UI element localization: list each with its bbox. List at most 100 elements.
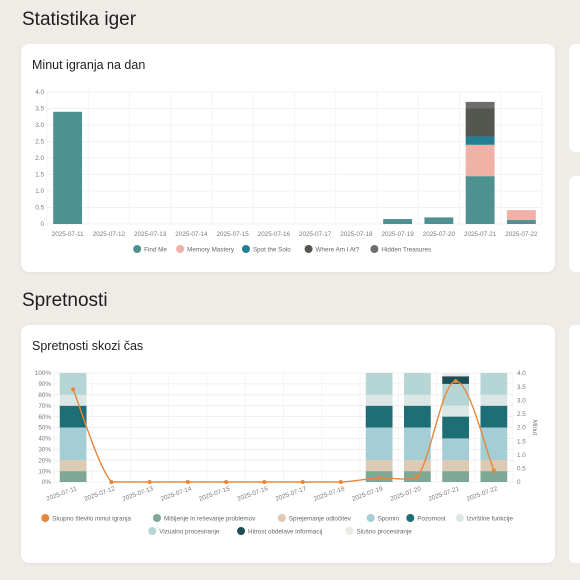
chart2-legend-swatch (277, 514, 286, 522)
chart1-legend-swatch (370, 245, 379, 253)
chart1-x-tick: 2025-07-12 (93, 231, 126, 238)
chart2-line-point (262, 480, 267, 484)
chart2-x-tick: 2025-07-13 (122, 485, 155, 503)
chart2-x-tick: 2025-07-18 (313, 485, 346, 503)
chart1-x-tick: 2025-07-15 (217, 231, 250, 238)
chart2-x-tick: 2025-07-19 (351, 485, 384, 503)
chart1-bar (465, 144, 495, 177)
chart2-bar (442, 471, 470, 482)
chart2-bar (365, 427, 393, 461)
skills-card-title: Spretnosti skozi čas (32, 339, 144, 353)
chart2-bar (403, 373, 431, 395)
chart2-bar (59, 460, 87, 472)
chart2-line-point (224, 480, 229, 484)
chart2-x-tick: 2025-07-15 (198, 485, 231, 503)
chart2-x-tick: 2025-07-20 (389, 485, 422, 503)
chart2-legend-swatch (406, 514, 415, 522)
chart2-bar (480, 471, 508, 482)
chart2-y-tick-left: 20% (38, 457, 51, 464)
chart2-line-point (338, 480, 343, 484)
chart2-line-point (491, 468, 496, 473)
minutes-card: Minut igranja na dan 0 0.5 1.0 1.5 2.0 2.5 3.0… (21, 44, 555, 272)
chart1-y-tick: 3.0 (35, 122, 44, 129)
chart2-bar (403, 405, 431, 428)
chart2-x-tick: 2025-07-11 (46, 485, 79, 503)
chart2-y-tick-left: 0% (42, 479, 52, 486)
chart2-bar (403, 394, 431, 406)
chart2-x-tick: 2025-07-14 (160, 485, 193, 503)
chart2-legend-swatch (345, 527, 354, 535)
chart1-x-tick: 2025-07-18 (340, 231, 373, 238)
chart2-legend-label: Sprejemanje odločitev (289, 515, 352, 522)
chart2-y-tick-right: 3.0 (517, 397, 526, 404)
chart1-x-tick: 2025-07-14 (175, 231, 208, 238)
skills-card: Spretnosti skozi čas 0% 10% 20% 30% 40% 50% 60… (21, 325, 555, 563)
chart2-y-tick-left: 50% (38, 425, 51, 432)
chart2-x-tick: 2025-07-16 (236, 485, 269, 503)
chart2-bar (365, 460, 393, 472)
chart2-bar (442, 373, 470, 377)
chart1-legend-label: Find Me (144, 246, 167, 253)
chart2-line-point (185, 480, 190, 484)
chart2-bar (442, 416, 470, 439)
chart2-line-point (453, 379, 458, 384)
chart2-legend-label: Skupno število minut igranja (52, 515, 131, 522)
chart2-y-tick-left: 70% (38, 403, 51, 410)
chart2-bar (59, 427, 87, 461)
chart1-legend-label: Spot the Solo (253, 246, 291, 253)
chart2-bar (59, 471, 87, 482)
chart2-total-line (72, 380, 495, 483)
chart2-legend-swatch (455, 514, 464, 522)
chart2-y-tick-right: 1.0 (517, 452, 526, 459)
chart1-x-tick: 2025-07-13 (134, 231, 167, 238)
chart2-y-tick-right: 0 (517, 479, 521, 486)
side-card-mid (569, 176, 580, 272)
chart2-legend-swatch (41, 514, 50, 522)
chart2-y-tick-left: 100% (35, 370, 52, 377)
chart2-y-tick-left: 60% (38, 414, 51, 421)
chart1-bar (465, 101, 495, 109)
chart2-legend-swatch (152, 514, 161, 522)
chart1-bar (424, 217, 454, 224)
chart1-x-tick: 2025-07-21 (464, 231, 497, 238)
chart2-legend-label: Spomin (378, 515, 400, 522)
chart2-line-point (415, 474, 420, 479)
chart2-legend-label: Hitrost obdelave informacij (248, 528, 322, 535)
side-card-bottom (569, 325, 580, 563)
chart2-bar (59, 373, 87, 395)
chart1-bar (465, 176, 495, 224)
chart2-bar (59, 394, 87, 406)
chart1-legend-label: Where Am I At? (316, 246, 360, 253)
chart2-bar (365, 394, 393, 406)
chart2-legend-swatch (237, 527, 246, 535)
chart1-legend-label: Memory Mastery (187, 246, 235, 253)
chart1-y-tick: 2.0 (35, 155, 44, 162)
chart1-legend-swatch (133, 245, 142, 253)
chart1-legend-swatch (176, 245, 185, 253)
chart1-bar (53, 111, 83, 224)
chart1-y-tick: 1.0 (35, 188, 44, 195)
chart2-legend-swatch (148, 527, 157, 535)
chart2-bar (59, 405, 87, 428)
minutes-card-title: Minut igranja na dan (32, 58, 146, 72)
chart1-legend-swatch (241, 245, 250, 253)
chart2-x-tick: 2025-07-17 (275, 485, 308, 503)
chart1-bar (506, 210, 536, 221)
chart2-y-tick-right: 2.0 (517, 425, 526, 432)
chart1-x-tick: 2025-07-19 (382, 231, 415, 238)
chart2-bar (480, 394, 508, 406)
chart2-line-point (71, 387, 76, 392)
chart1-bar (465, 136, 495, 145)
section-title-game-stats: Statistika iger (22, 9, 137, 30)
minutes-chart: 0 0.5 1.0 1.5 2.0 2.5 3.0 3.5 4.0 2025-07-11 2025-… (35, 89, 543, 253)
chart2-bar (365, 373, 393, 395)
chart2-bar (442, 405, 470, 417)
chart2-y-tick-right: 3.5 (517, 384, 526, 391)
chart2-bar (442, 460, 470, 472)
chart1-legend-swatch (304, 245, 313, 253)
chart1-bar (383, 219, 413, 224)
chart2-legend-label: Mišljenje in reševanje problemov (164, 515, 256, 522)
chart2-x-tick: 2025-07-22 (466, 485, 499, 503)
chart2-y-tick-right: 4.0 (517, 370, 526, 377)
chart2-line-point (109, 480, 114, 484)
